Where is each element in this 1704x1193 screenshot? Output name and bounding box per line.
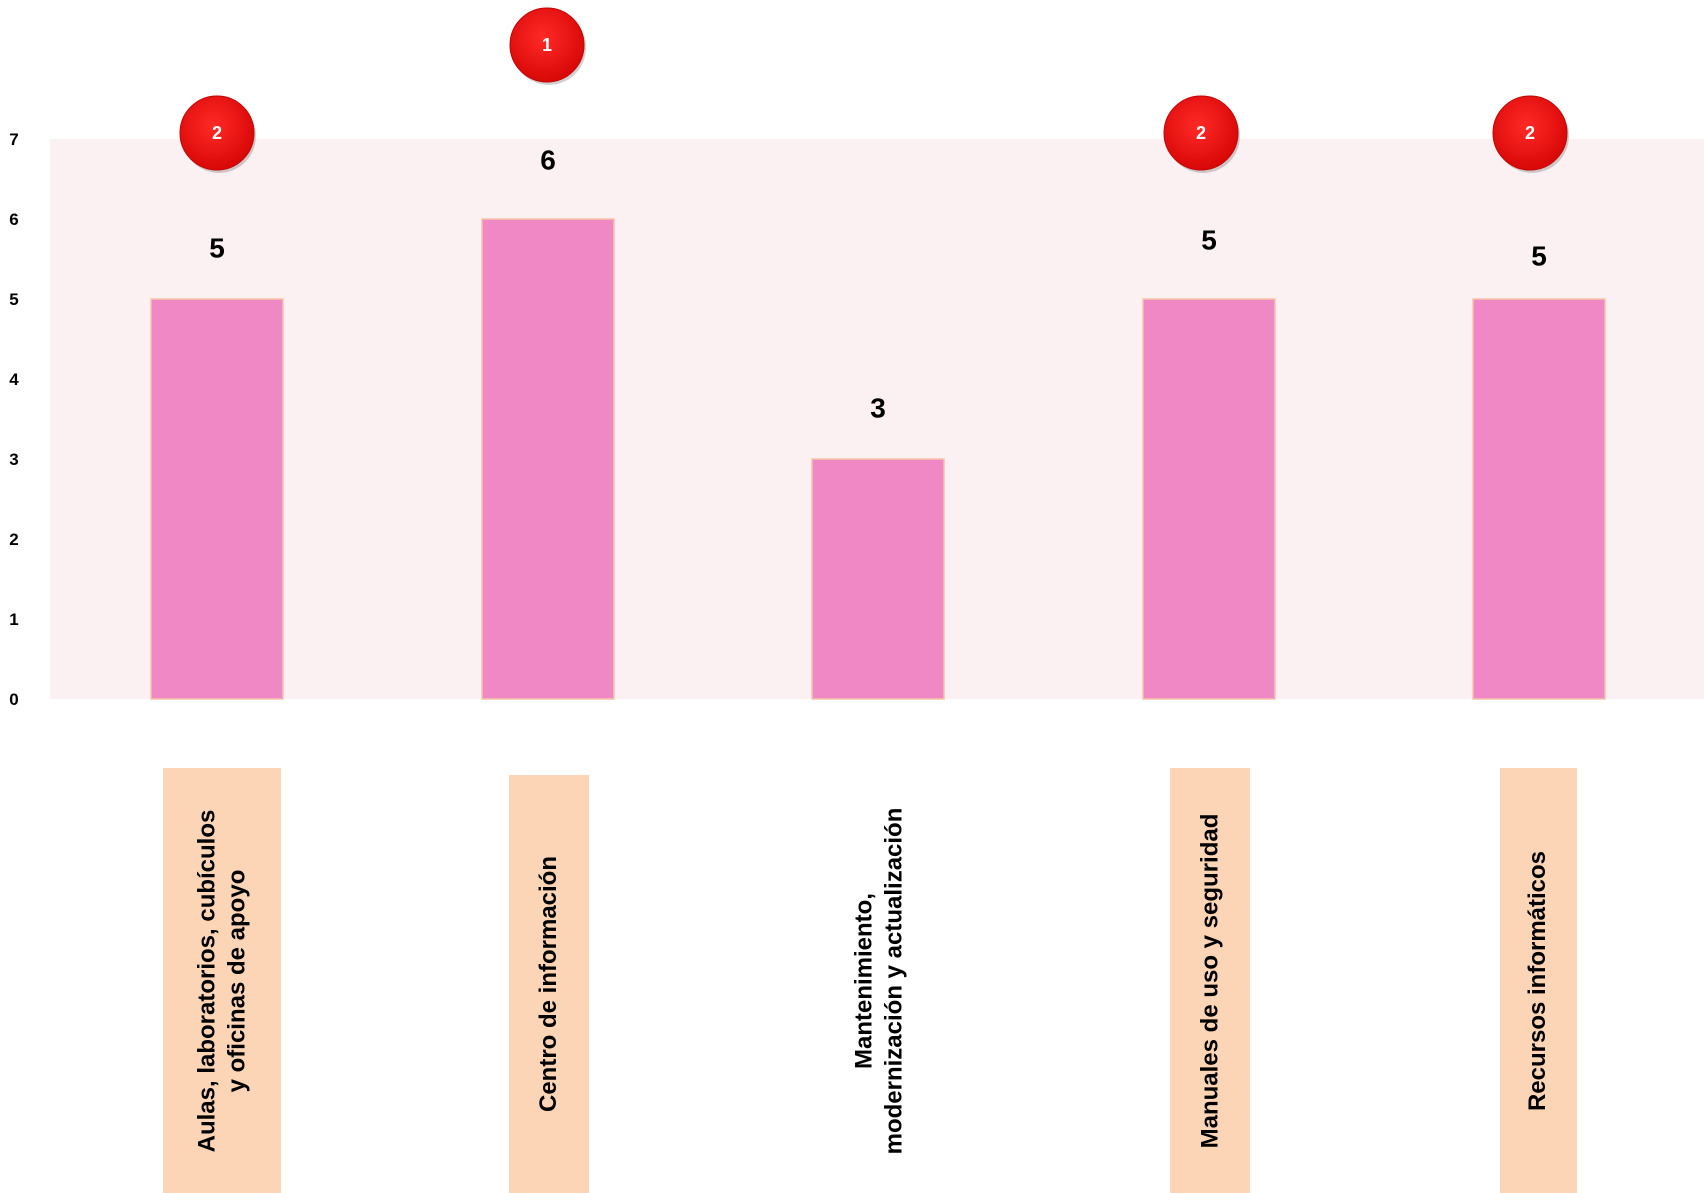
badge: 1 <box>509 7 586 85</box>
category-label-box: Manuales de uso y seguridad <box>1170 768 1250 1193</box>
data-label: 5 <box>209 232 225 263</box>
bar <box>150 298 284 700</box>
badge-label: 1 <box>542 35 552 55</box>
y-tick-label: 7 <box>9 130 18 149</box>
category-label-box: Aulas, laboratorios, cubículos y oficina… <box>163 768 281 1193</box>
data-label: 5 <box>1531 240 1547 271</box>
category-label: Recursos informáticos <box>1524 850 1552 1111</box>
category-label-box: Mantenimiento, modernización y actualiza… <box>820 768 938 1193</box>
badge-circle <box>179 95 255 171</box>
badge-circle <box>1492 95 1568 171</box>
badge: 2 <box>179 95 256 173</box>
y-tick-label: 0 <box>9 690 18 709</box>
category-label-box: Recursos informáticos <box>1500 768 1577 1193</box>
data-label: 5 <box>1201 224 1217 255</box>
data-label: 6 <box>540 144 556 175</box>
badge: 2 <box>1492 95 1569 173</box>
badge-label: 2 <box>1525 123 1535 143</box>
bar <box>481 218 615 700</box>
category-label: Mantenimiento, modernización y actualiza… <box>850 807 908 1154</box>
y-tick-label: 2 <box>9 530 18 549</box>
y-tick-label: 5 <box>9 290 18 309</box>
badge: 2 <box>1163 95 1240 173</box>
badges: 2 1 2 2 <box>179 7 1569 173</box>
badge-circle <box>1163 95 1239 171</box>
category-label: Centro de información <box>535 855 562 1113</box>
badge-label: 2 <box>1196 123 1206 143</box>
bar <box>811 458 945 700</box>
bars <box>150 218 1606 700</box>
y-tick-label: 3 <box>9 450 18 469</box>
badge-circle <box>509 7 585 83</box>
bar <box>1142 298 1276 700</box>
y-tick-label: 6 <box>9 210 18 229</box>
data-labels: 5 6 3 5 5 <box>209 144 1547 423</box>
data-label: 3 <box>870 392 886 423</box>
category-label-box: Centro de información <box>509 775 589 1193</box>
y-tick-label: 4 <box>9 370 19 389</box>
badge-label: 2 <box>212 123 222 143</box>
y-axis: 0 1 2 3 4 5 6 7 <box>9 130 19 709</box>
category-label: Aulas, laboratorios, cubículos y oficina… <box>193 809 250 1152</box>
category-label: Manuales de uso y seguridad <box>1196 813 1224 1148</box>
bar <box>1472 298 1606 700</box>
y-tick-label: 1 <box>9 610 18 629</box>
